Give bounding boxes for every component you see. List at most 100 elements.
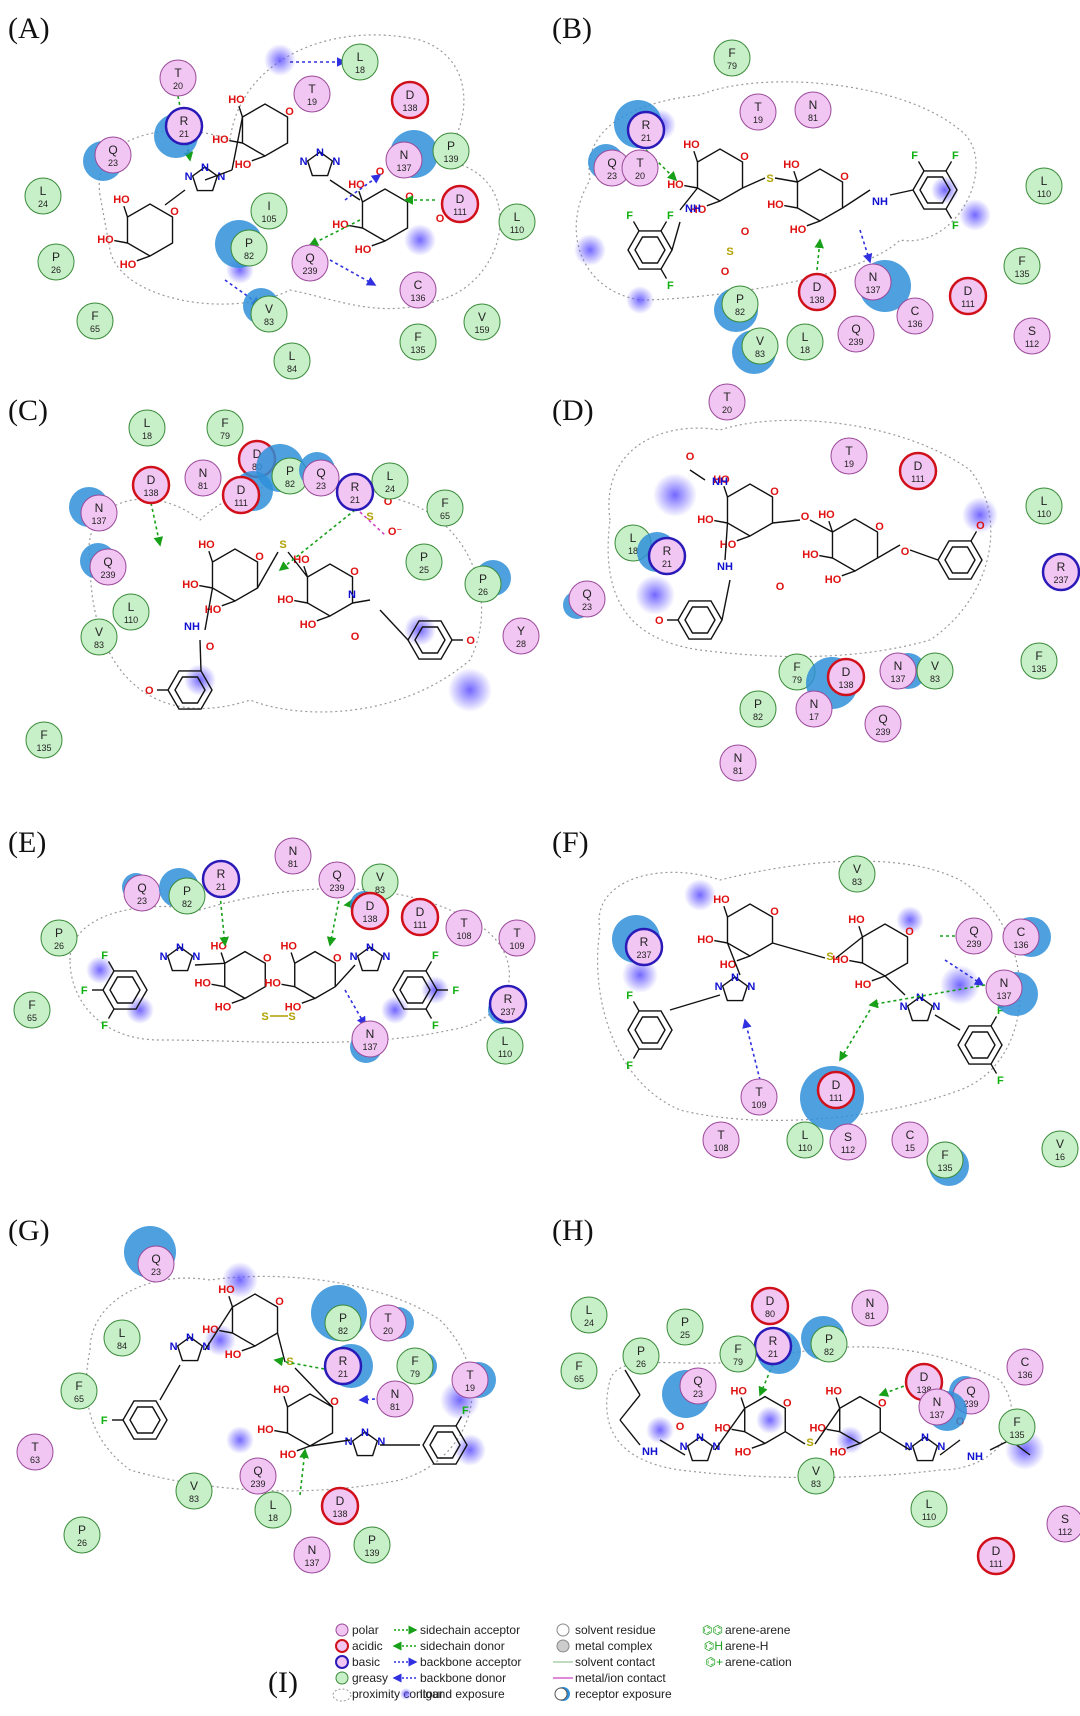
atom-label: HO <box>714 1423 731 1435</box>
bond <box>714 939 728 944</box>
ligand-exposure <box>931 176 959 204</box>
residue-number: 138 <box>332 1509 347 1519</box>
legend-swatch-contour <box>332 1688 352 1702</box>
residue-letter: V <box>190 1479 198 1493</box>
atom-label: O <box>901 546 910 558</box>
interaction-line <box>299 1448 309 1496</box>
atom-label: HO <box>215 1001 232 1013</box>
residue-disc <box>274 837 312 875</box>
atom-label: O <box>770 486 779 498</box>
bond <box>945 208 953 219</box>
residue-disc <box>24 177 62 215</box>
residue-number: 239 <box>963 1399 978 1409</box>
residue-disc <box>432 132 470 170</box>
ligand-exposure <box>635 575 675 615</box>
bond <box>871 975 886 982</box>
residue-number: 81 <box>390 1402 400 1412</box>
atom-label: N <box>377 1436 385 1448</box>
interaction-line <box>150 502 164 547</box>
residue-disc <box>898 451 938 491</box>
residue-letter: Q <box>253 1464 262 1478</box>
residue-p26: P26 <box>40 919 78 957</box>
residue-letter: L <box>802 1128 809 1142</box>
atom-label: F <box>432 950 439 962</box>
residue-disc <box>488 984 528 1024</box>
interaction-line <box>344 989 366 1027</box>
residue-p82: P82 <box>714 285 759 332</box>
residue-p26: P26 <box>37 243 75 281</box>
residue-number: 137 <box>396 163 411 173</box>
ligand-d: O HO HO HO O HO HO HO O O O NH NH O O O <box>635 451 998 640</box>
panel-label-h: (H) <box>552 1214 594 1247</box>
atom-label: O <box>770 906 779 918</box>
atom-label: HO <box>212 134 229 146</box>
residue-letter: T <box>384 1311 392 1325</box>
residue-disc <box>750 1286 790 1326</box>
bond <box>945 161 953 172</box>
bond <box>425 1008 433 1019</box>
residue-disc <box>570 1296 608 1334</box>
residue-letter: C <box>911 304 920 318</box>
residue-letter: Q <box>103 555 112 569</box>
residue-n81: N81 <box>719 744 757 782</box>
residue-letter: D <box>406 88 415 102</box>
residue-number: 65 <box>74 1394 84 1404</box>
bond <box>659 1439 686 1456</box>
residue-letter: L <box>630 531 637 545</box>
atom-label: N <box>332 156 340 168</box>
residue-disc <box>291 244 329 282</box>
residue-p82: P82 <box>801 1316 848 1363</box>
residue-t19: T19 <box>739 93 777 131</box>
residue-number: 82 <box>338 1326 348 1336</box>
residue-disc <box>1013 317 1051 355</box>
atom-label: O <box>466 635 475 647</box>
residue-q23: Q23 <box>588 144 631 187</box>
residue-disc <box>795 690 833 728</box>
atom-label: O <box>275 1296 284 1308</box>
atom-label: O <box>840 171 849 183</box>
ligand-exposure <box>448 668 492 712</box>
residue-letter: T <box>845 444 853 458</box>
legend-label: greasy <box>352 1671 388 1685</box>
bond <box>159 1364 181 1401</box>
bond <box>917 161 925 172</box>
residue-letter: F <box>75 1379 82 1393</box>
residue-number: 81 <box>808 113 818 123</box>
residue-letter: F <box>28 998 35 1012</box>
bond <box>619 1419 641 1446</box>
residue-number: 138 <box>362 914 377 924</box>
bond <box>835 1397 841 1409</box>
residue-disc <box>385 141 423 179</box>
ring <box>176 1336 204 1362</box>
legend-label: solvent contact <box>575 1655 656 1669</box>
residue-number: 18 <box>800 345 810 355</box>
residue-f65: F65 <box>76 302 114 340</box>
legend-swatch-ligand-exposure <box>400 1688 412 1700</box>
residue-letter: N <box>809 98 818 112</box>
bond <box>256 551 279 589</box>
interaction-line <box>224 279 262 306</box>
residue-disc <box>351 1020 389 1058</box>
residue-number: 108 <box>456 931 471 941</box>
residue-disc <box>250 192 288 230</box>
residue-r21: R21 <box>753 1326 801 1374</box>
bond <box>114 239 128 244</box>
residue-l84: L84 <box>273 342 311 380</box>
residue-disc <box>955 917 993 955</box>
residue-number: 18 <box>628 546 638 556</box>
residue-letter: D <box>253 447 262 461</box>
bond <box>806 220 821 227</box>
residue-number: 239 <box>302 266 317 276</box>
residue-letter: T <box>755 1085 763 1099</box>
residue-disc <box>797 272 837 312</box>
bond <box>723 905 729 918</box>
residue-disc <box>1002 918 1040 956</box>
atom-label: O <box>905 926 914 938</box>
